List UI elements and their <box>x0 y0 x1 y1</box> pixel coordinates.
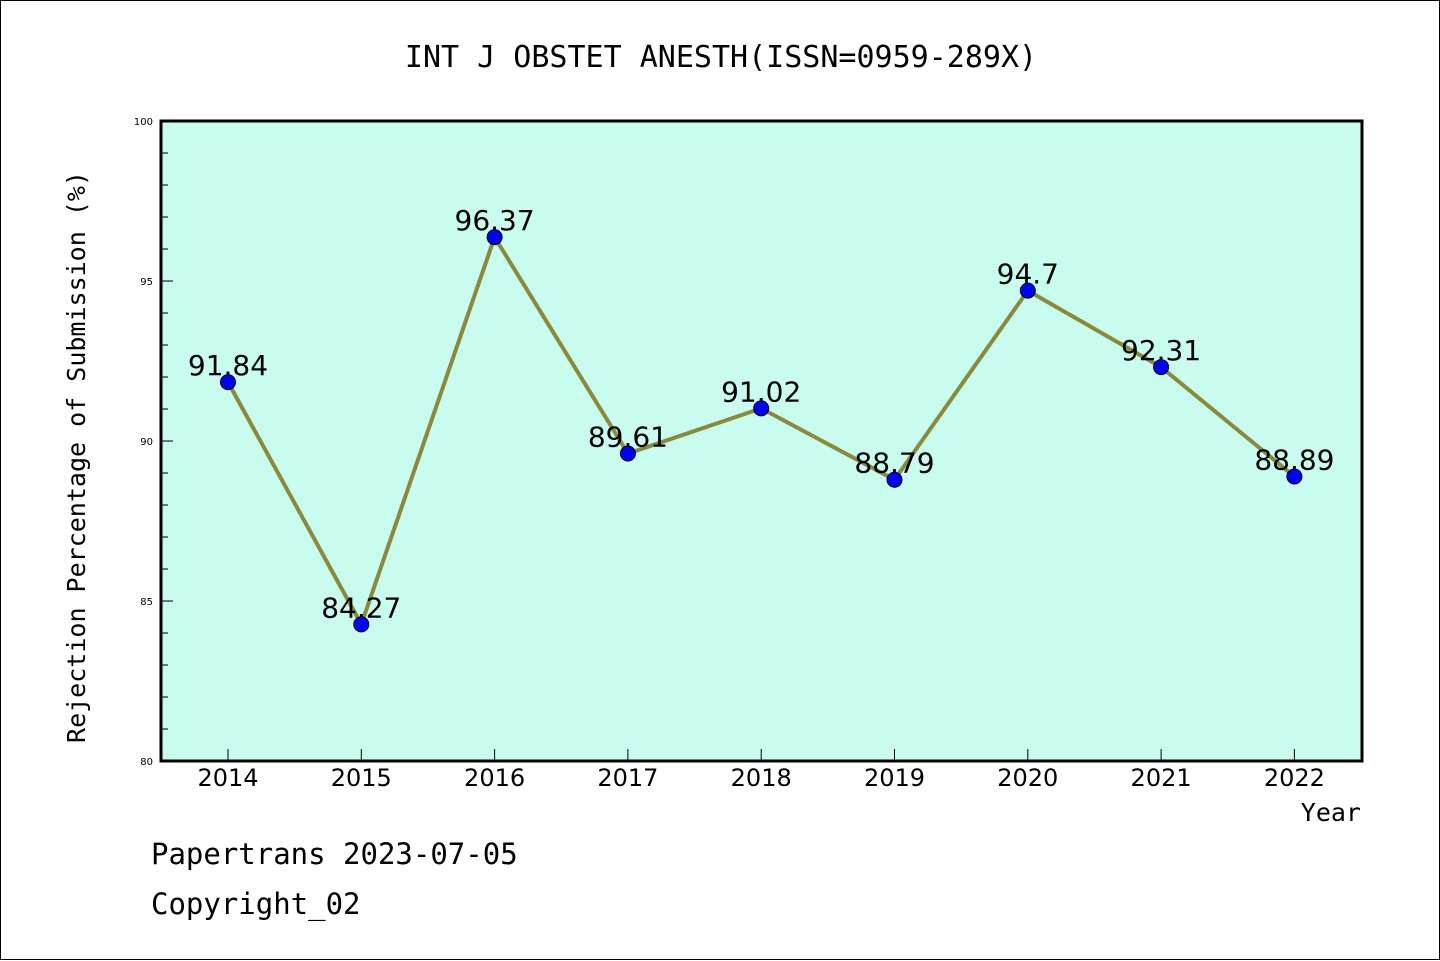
data-label: 92.31 <box>1121 334 1201 367</box>
y-tick-label: 100 <box>134 117 153 128</box>
data-label: 96.37 <box>455 204 535 237</box>
x-tick-label: 2021 <box>1131 764 1192 792</box>
data-label: 88.89 <box>1254 444 1334 477</box>
data-label: 88.79 <box>854 447 934 480</box>
data-point-marker <box>353 616 370 633</box>
x-axis-label: Year <box>1301 798 1361 827</box>
plot-border <box>159 119 1364 763</box>
x-tick-label: 2015 <box>331 764 392 792</box>
data-label: 91.84 <box>188 349 268 382</box>
chart-title: INT J OBSTET ANESTH(ISSN=0959-289X) <box>405 40 1037 75</box>
data-point-marker <box>1286 468 1303 485</box>
y-tick-label: 90 <box>140 437 153 448</box>
data-point-marker <box>220 374 236 391</box>
x-tick-label: 2016 <box>464 764 525 792</box>
x-tick-label: 2020 <box>997 764 1058 792</box>
source-date-text: Papertrans 2023-07-05 <box>151 837 518 871</box>
data-point-marker <box>1153 359 1170 376</box>
data-point-marker <box>886 471 903 488</box>
x-tick-label: 2018 <box>731 764 792 792</box>
x-tick-label: 2014 <box>197 764 258 792</box>
y-tick-label: 85 <box>140 597 153 608</box>
data-label: 91.02 <box>721 375 801 408</box>
y-tick-label: 95 <box>140 277 153 288</box>
data-label: 84.27 <box>321 591 401 624</box>
data-label-group: 91.84 84.27 96.37 89.61 91.02 88.79 94.7 92.31 8… <box>188 204 1335 624</box>
data-point-marker <box>1019 282 1036 299</box>
data-label: 94.7 <box>997 258 1059 291</box>
copyright-text: Copyright_02 <box>151 887 361 921</box>
x-tick-label: 2022 <box>1264 764 1325 792</box>
data-point-marker <box>619 445 636 462</box>
data-point-marker <box>753 400 770 417</box>
plot-area <box>161 121 1362 761</box>
x-tick-label: 2017 <box>597 764 658 792</box>
x-axis: 2014 2015 2016 2017 2018 2019 2020 2021 2022 <box>197 749 1325 792</box>
x-tick-label: 2019 <box>864 764 925 792</box>
data-point-marker <box>486 229 503 246</box>
data-label: 89.61 <box>588 420 668 453</box>
y-axis-label: Rejection Percentage of Submission (%) <box>62 171 91 743</box>
y-tick-label: 80 <box>140 757 153 768</box>
series-marker-group <box>220 229 1303 633</box>
